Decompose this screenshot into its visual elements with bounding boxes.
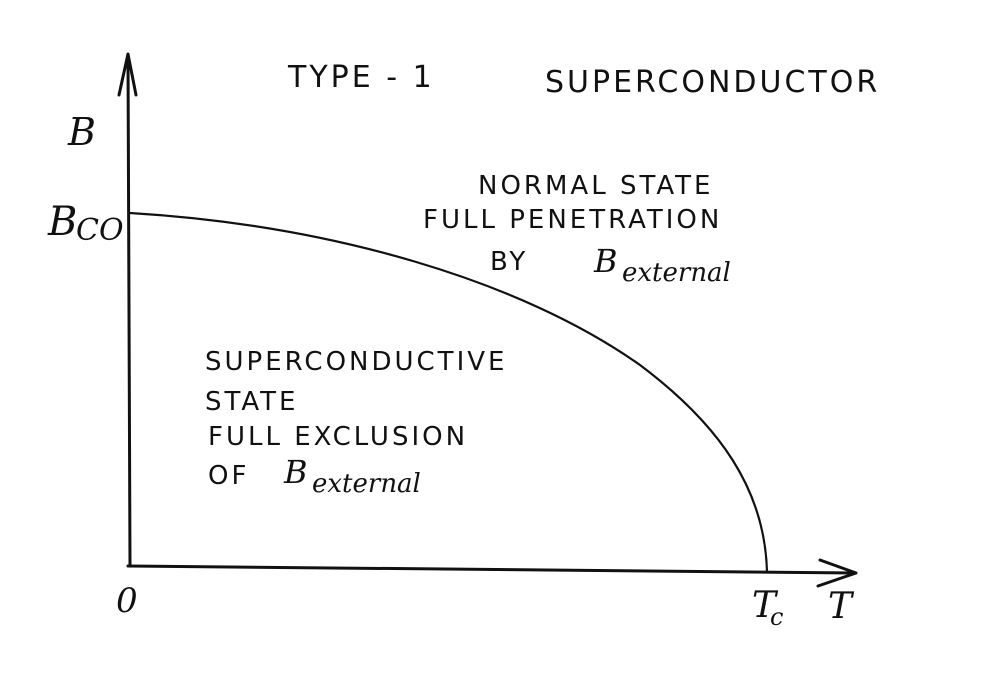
y-axis-label: B [67, 110, 96, 154]
sc-state-line2: STATE [205, 387, 298, 417]
x-axis-arrowhead [816, 558, 858, 588]
y-tick-bco-sub: CO [76, 213, 124, 248]
normal-state-line1: NORMAL STATE [478, 171, 713, 201]
sc-state-line1: SUPERCONDUCTIVE [205, 347, 507, 377]
title-superconductor-label: SUPERCONDUCTOR [545, 65, 880, 100]
x-axis-line [126, 564, 857, 575]
sc-state-line4-sub: external [312, 469, 421, 499]
sc-state-line3: FULL EXCLUSION [208, 422, 468, 452]
normal-state-line2: FULL PENETRATION [423, 205, 722, 235]
critical-field-curve [128, 211, 769, 574]
normal-state-line3-b: B [593, 242, 618, 280]
title-type-label: TYPE - 1 [287, 60, 435, 95]
y-tick-bco-main: B [47, 199, 77, 245]
origin-label: 0 [116, 581, 138, 621]
y-axis-line [126, 54, 132, 568]
y-axis-arrowhead [117, 52, 138, 97]
normal-state-line3-sub: external [622, 258, 731, 288]
sc-state-line4-prefix: OF [208, 461, 249, 491]
x-tick-tc-main: T [752, 585, 779, 626]
normal-state-line3-prefix: BY [490, 247, 528, 277]
sc-state-line4-b: B [283, 453, 308, 491]
x-tick-tc-sub: c [770, 603, 783, 631]
x-axis-label: T [828, 586, 855, 627]
